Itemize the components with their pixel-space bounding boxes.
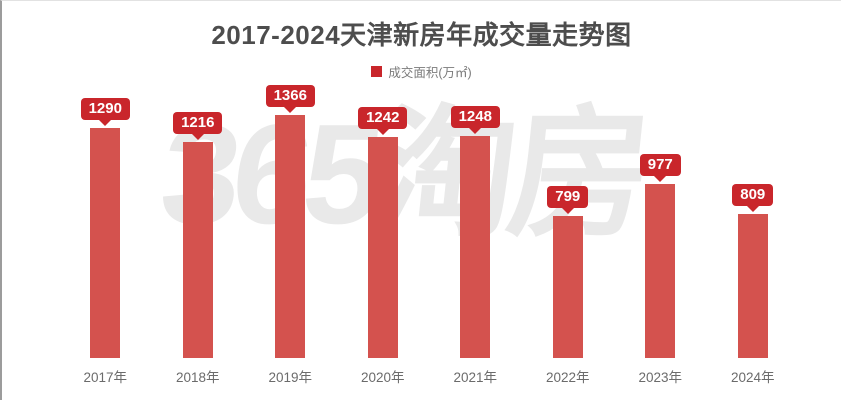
x-axis-label: 2021年	[453, 370, 498, 385]
bar[interactable]	[90, 128, 121, 358]
bar-column: 1366 2019年	[244, 79, 337, 385]
x-axis-label: 2018年	[175, 370, 220, 385]
bar[interactable]	[182, 142, 213, 358]
bar-column: 1216 2018年	[152, 79, 245, 385]
value-callout: 977	[639, 154, 681, 182]
bar-column: 809 2024年	[707, 79, 800, 385]
x-axis-label: 2023年	[638, 370, 683, 385]
value-callout: 809	[732, 184, 774, 212]
bar[interactable]	[645, 184, 676, 358]
bar-column: 1248 2021年	[429, 79, 522, 385]
x-axis-label: 2024年	[730, 370, 775, 385]
bar[interactable]	[737, 214, 768, 358]
bar[interactable]	[460, 136, 491, 358]
bar-column: 1242 2020年	[337, 79, 430, 385]
value-callout: 1248	[450, 106, 500, 134]
value-callout: 799	[547, 186, 589, 214]
x-axis-label: 2020年	[360, 370, 405, 385]
bar-column: 977 2023年	[614, 79, 707, 385]
legend-marker-icon	[371, 66, 383, 77]
value-callout: 1290	[80, 98, 130, 126]
bar[interactable]	[367, 137, 398, 358]
x-axis-label: 2019年	[268, 370, 313, 385]
bar-column: 1290 2017年	[59, 79, 152, 385]
value-callout: 1242	[358, 107, 408, 135]
x-axis-label: 2017年	[83, 370, 128, 385]
legend-label: 成交面积(万㎡)	[388, 66, 472, 80]
legend[interactable]: 成交面积(万㎡)	[2, 62, 841, 81]
chart-title: 2017-2024天津新房年成交量走势图	[211, 20, 632, 50]
value-callout: 1216	[173, 112, 223, 140]
bar-column: 799 2022年	[522, 79, 615, 385]
bar[interactable]	[275, 115, 306, 358]
plot-area: 1290 2017年 1216 2018年 1366 2019年 1242 2020年 1248…	[59, 79, 800, 385]
value-callout: 1366	[265, 85, 315, 113]
x-axis-label: 2022年	[545, 370, 590, 385]
bar[interactable]	[552, 216, 583, 358]
